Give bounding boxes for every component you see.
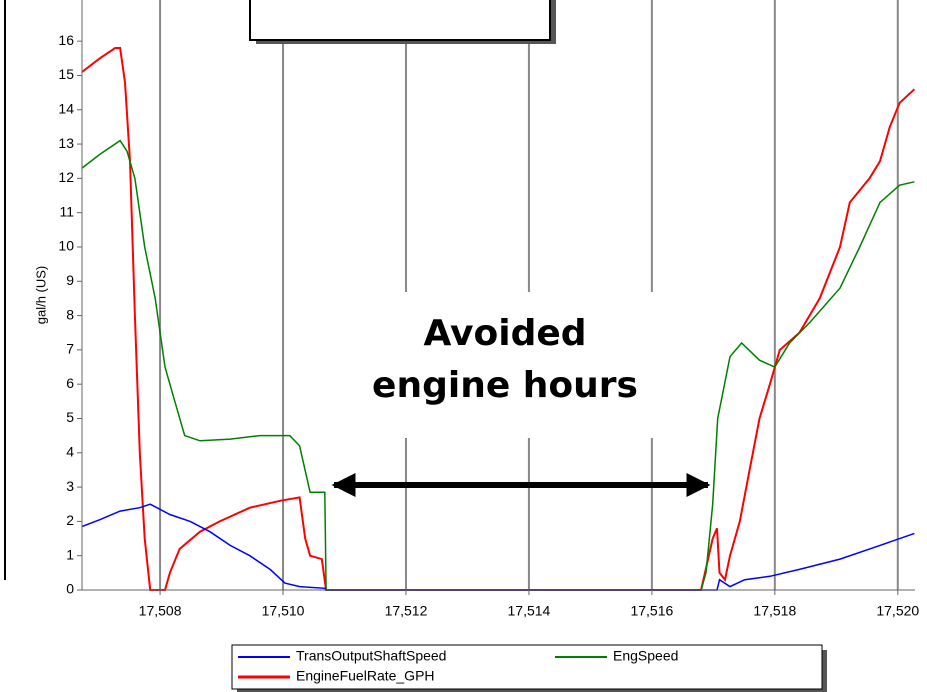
y-tick-label: 10 — [58, 238, 74, 254]
y-tick-label: 0 — [66, 581, 74, 597]
y-tick-label: 12 — [58, 169, 74, 185]
y-tick-label: 4 — [66, 443, 74, 459]
y-tick-label: 13 — [58, 135, 74, 151]
x-tick-label: 17,514 — [508, 603, 551, 619]
y-tick-label: 3 — [66, 478, 74, 494]
x-tick-label: 17,512 — [385, 603, 428, 619]
series-line — [82, 47, 916, 591]
annotation-bg — [345, 292, 665, 438]
annotation-line: Avoided — [423, 313, 586, 354]
y-tick-label: 14 — [58, 100, 74, 116]
x-tick-label: 17,508 — [139, 603, 182, 619]
y-tick-label: 6 — [66, 375, 74, 391]
series-line — [82, 139, 915, 591]
legend — [231, 644, 823, 690]
x-tick-label: 17,516 — [630, 603, 673, 619]
y-tick-label: 8 — [66, 306, 74, 322]
legend-label: EngSpeed — [613, 648, 678, 664]
y-tick-label: 1 — [66, 546, 74, 562]
x-tick-label: 17,510 — [262, 603, 305, 619]
y-axis-label: gal/h (US) — [33, 266, 48, 325]
annotation-line: engine hours — [372, 365, 638, 406]
y-tick-label: 5 — [66, 409, 74, 425]
series-line — [82, 503, 915, 591]
y-tick-label: 2 — [66, 512, 74, 528]
legend-label: TransOutputShaftSpeed — [296, 648, 446, 664]
y-tick-label: 9 — [66, 272, 74, 288]
x-tick-label: 17,520 — [876, 603, 919, 619]
top-box — [249, 0, 551, 41]
y-tick-label: 15 — [58, 66, 74, 82]
y-tick-label: 16 — [58, 32, 74, 48]
legend-label: EngineFuelRate_GPH — [296, 668, 435, 684]
y-tick-label: 7 — [66, 341, 74, 357]
y-tick-label: 11 — [59, 203, 74, 219]
x-tick-label: 17,518 — [753, 603, 796, 619]
